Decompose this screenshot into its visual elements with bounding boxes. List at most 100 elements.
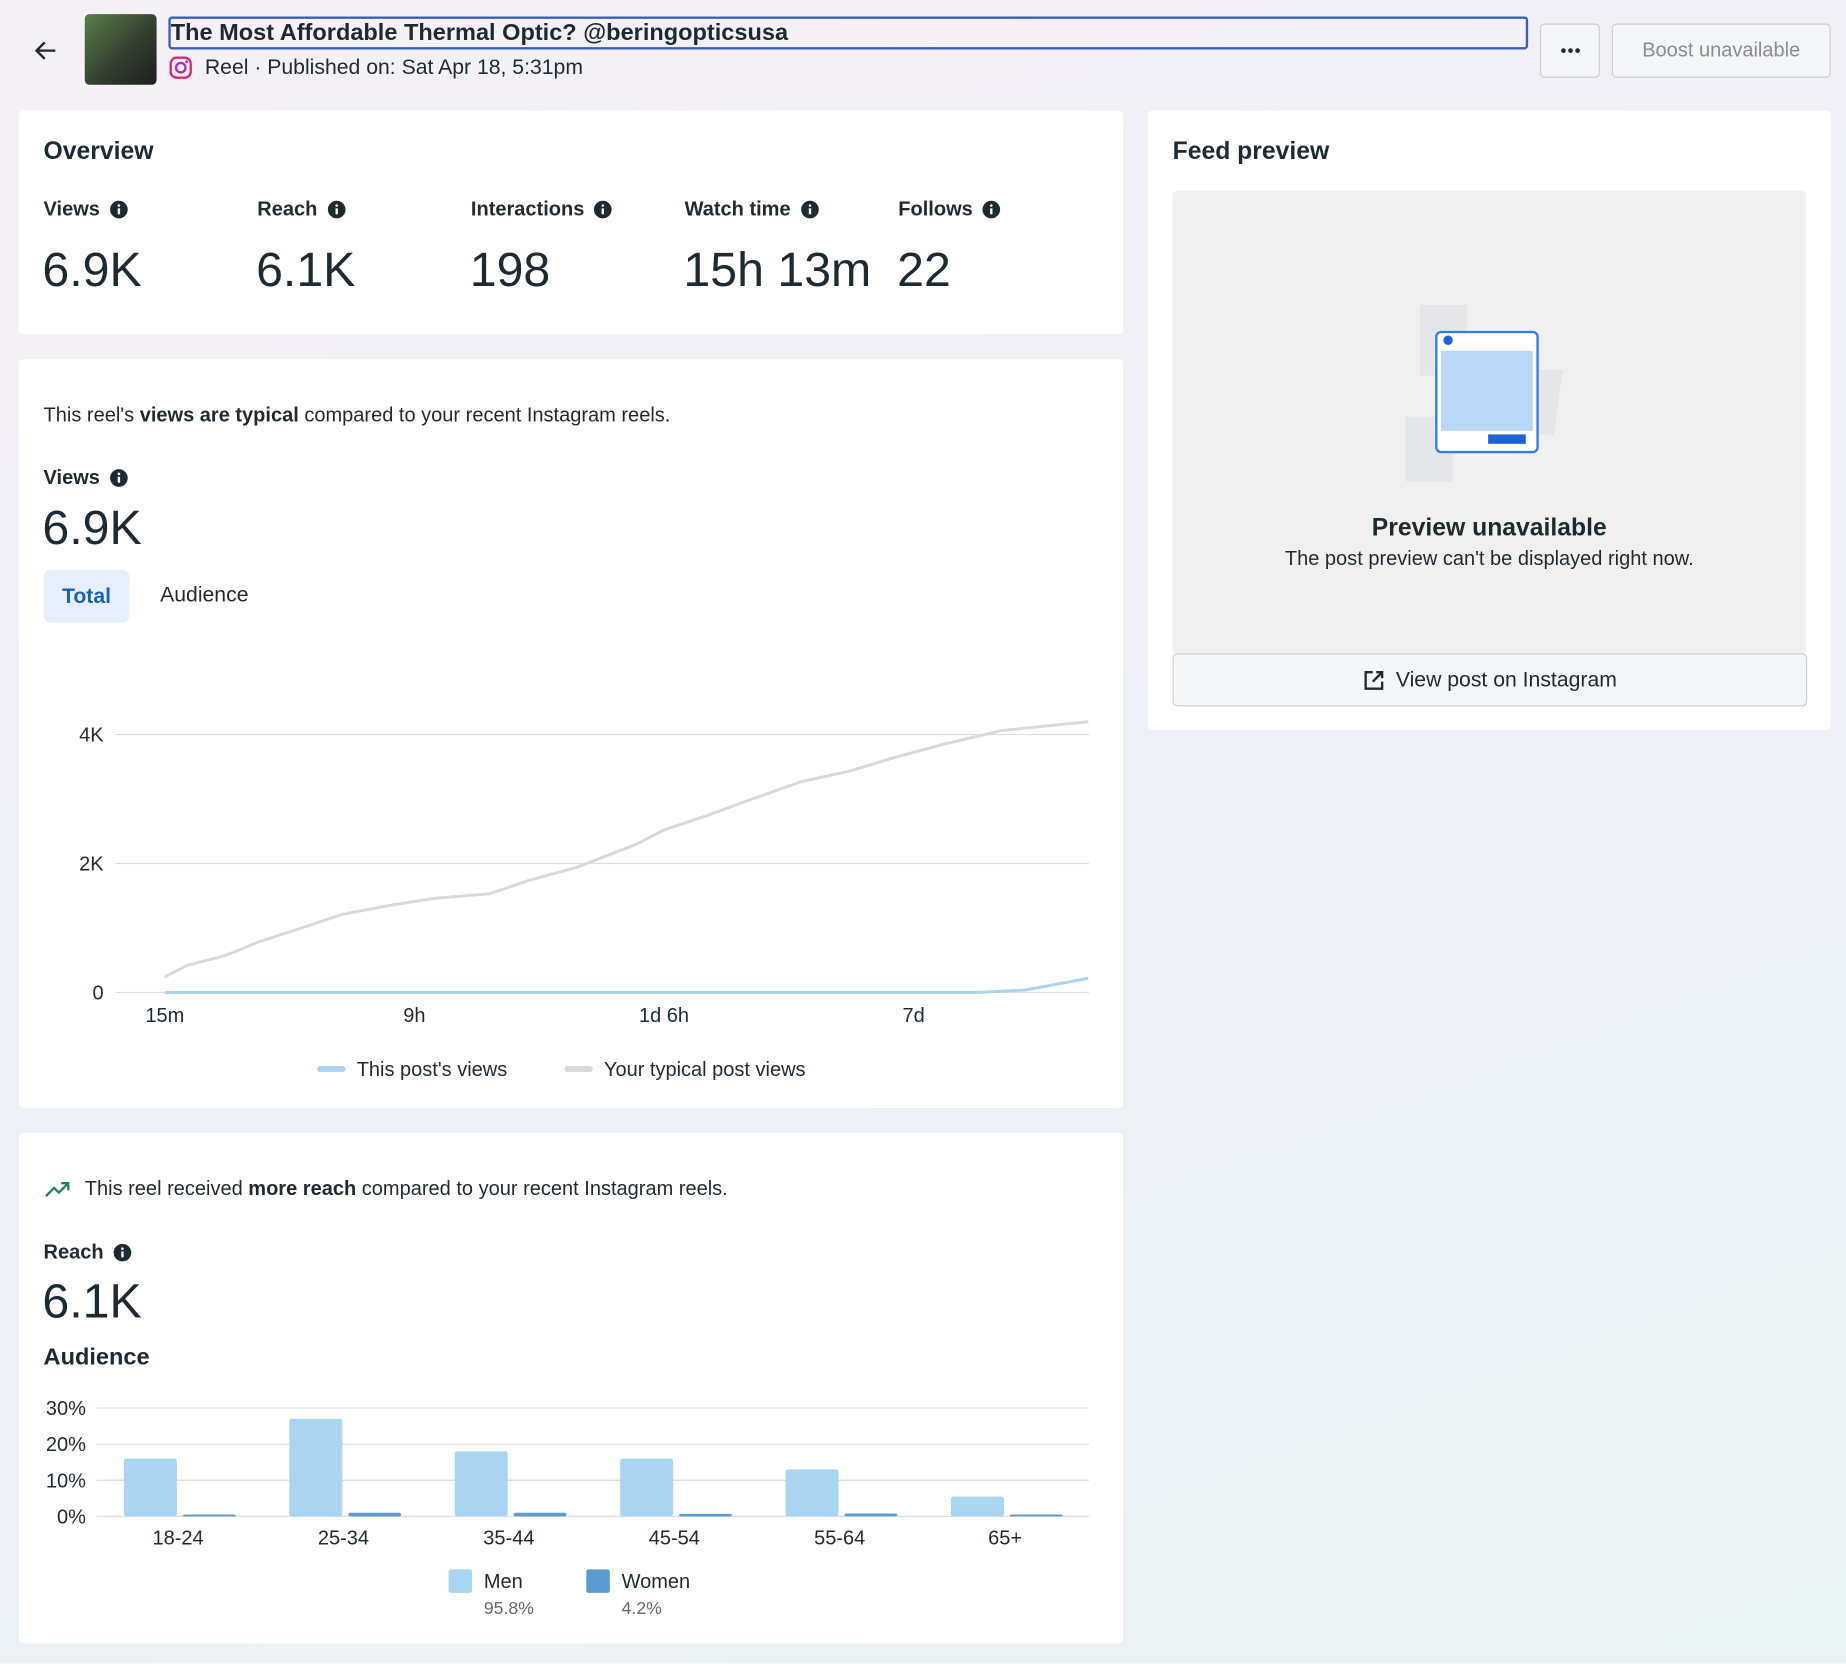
x-tick-label: 7d [902, 1005, 924, 1027]
legend-label: Women [622, 1571, 691, 1593]
y-tick-label: 10% [46, 1470, 86, 1492]
trend-icon [45, 1182, 70, 1197]
tab-total[interactable]: Total [43, 569, 130, 623]
metric-label: Views [44, 198, 129, 222]
summary-text: compared to your recent Instagram reels. [298, 403, 671, 427]
overview-title: Overview [43, 137, 154, 165]
x-tick-label: 35-44 [483, 1528, 534, 1550]
metric-value: 198 [469, 242, 551, 297]
metric-value: 6.9K [42, 242, 142, 297]
info-icon[interactable] [109, 200, 128, 219]
preview-area: Preview unavailable The post preview can… [1172, 190, 1806, 654]
legend-label: This post's views [357, 1059, 508, 1081]
bar [950, 1496, 1004, 1517]
views-card: This reel's views are typical compared t… [18, 359, 1124, 1108]
info-icon[interactable] [982, 200, 1001, 219]
more-button[interactable] [1539, 23, 1600, 78]
reach-summary: This reel received more reach compared t… [85, 1177, 728, 1201]
y-tick-label: 0 [92, 983, 103, 1005]
metric-label: Reach [257, 198, 345, 222]
bar [289, 1418, 343, 1517]
info-icon[interactable] [109, 469, 128, 488]
feed-preview-title: Feed preview [1172, 137, 1330, 165]
y-tick-label: 4K [79, 725, 104, 747]
label-text: Reach [43, 1240, 104, 1264]
summary-text: compared to your recent Instagram reels. [356, 1177, 728, 1200]
reach-card: This reel received more reach compared t… [18, 1132, 1124, 1644]
preview-heading: Preview unavailable [1371, 514, 1607, 542]
line [164, 720, 1089, 979]
summary-emphasis: more reach [248, 1177, 357, 1200]
legend-label: Your typical post views [604, 1059, 806, 1081]
button-text: View post on Instagram [1395, 667, 1617, 692]
bar [679, 1513, 732, 1517]
summary-text: This reel's [43, 403, 140, 427]
x-tick-label: 65+ [988, 1528, 1022, 1550]
bar [785, 1469, 839, 1517]
line [164, 976, 1089, 994]
bar [620, 1458, 674, 1517]
views-label: Views [44, 466, 129, 490]
reach-label: Reach [44, 1241, 132, 1265]
x-tick-label: 9h [403, 1005, 425, 1027]
post-subtitle: Reel · Published on: Sat Apr 18, 5:31pm [204, 55, 584, 79]
bar [454, 1451, 508, 1517]
summary-emphasis: views are typical [139, 403, 299, 427]
x-tick-label: 45-54 [649, 1528, 700, 1550]
label-text: Views [43, 466, 100, 489]
y-tick-label: 0% [57, 1506, 86, 1528]
thumbnail [84, 14, 157, 85]
metric-value: 22 [897, 242, 951, 297]
bar [1009, 1514, 1063, 1517]
views-value: 6.9K [42, 500, 142, 555]
feed-preview-card: Feed preview Preview unavailable The pos… [1147, 110, 1831, 730]
back-arrow[interactable] [33, 38, 59, 64]
legend-share: 4.2% [622, 1598, 663, 1618]
bar [513, 1512, 567, 1517]
boost-button[interactable]: Boost unavailable [1611, 23, 1831, 78]
y-tick-label: 20% [46, 1434, 86, 1456]
x-tick-label: 55-64 [814, 1528, 865, 1550]
overview-card: Overview Views 6.9K Reach 6.1K Interactions 1… [18, 110, 1124, 335]
view-on-instagram-button[interactable]: View post on Instagram [1172, 653, 1808, 707]
legend-share: 95.8% [484, 1598, 534, 1618]
views-summary: This reel's views are typical compared t… [44, 404, 671, 428]
metric-label: Interactions [471, 198, 613, 222]
y-tick-label: 30% [46, 1398, 86, 1420]
x-tick-label: 25-34 [318, 1528, 369, 1550]
legend-swatch [586, 1569, 610, 1593]
tab-audience[interactable]: Audience [160, 582, 249, 607]
preview-illustration [1405, 304, 1563, 482]
instagram-icon [169, 56, 192, 79]
legend-swatch [448, 1569, 473, 1593]
metric-value: 15h 13m [683, 242, 872, 297]
post-title[interactable]: The Most Affordable Thermal Optic? @beri… [168, 16, 1529, 50]
reach-value: 6.1K [42, 1273, 142, 1328]
x-tick-label: 1d 6h [639, 1005, 689, 1027]
label-text: Follows [898, 197, 973, 221]
metric-label: Follows [898, 198, 1001, 222]
label-text: Reach [257, 197, 318, 221]
bar [123, 1458, 177, 1517]
y-tick-label: 2K [79, 854, 104, 876]
bar [844, 1513, 898, 1517]
info-icon[interactable] [113, 1243, 132, 1262]
label-text: Interactions [470, 197, 585, 221]
bar [182, 1514, 236, 1517]
audience-title: Audience [43, 1344, 150, 1371]
info-icon[interactable] [594, 200, 613, 219]
legend-label: Men [484, 1571, 523, 1593]
info-icon[interactable] [800, 200, 819, 219]
bar [348, 1512, 402, 1517]
preview-message: The post preview can't be displayed righ… [1284, 547, 1694, 570]
metric-value: 6.1K [256, 242, 356, 297]
summary-text: This reel received [84, 1177, 249, 1200]
metric-label: Watch time [685, 198, 819, 222]
info-icon[interactable] [327, 200, 346, 219]
x-tick-label: 15m [145, 1005, 184, 1027]
x-tick-label: 18-24 [152, 1528, 203, 1550]
label-text: Watch time [684, 197, 791, 221]
